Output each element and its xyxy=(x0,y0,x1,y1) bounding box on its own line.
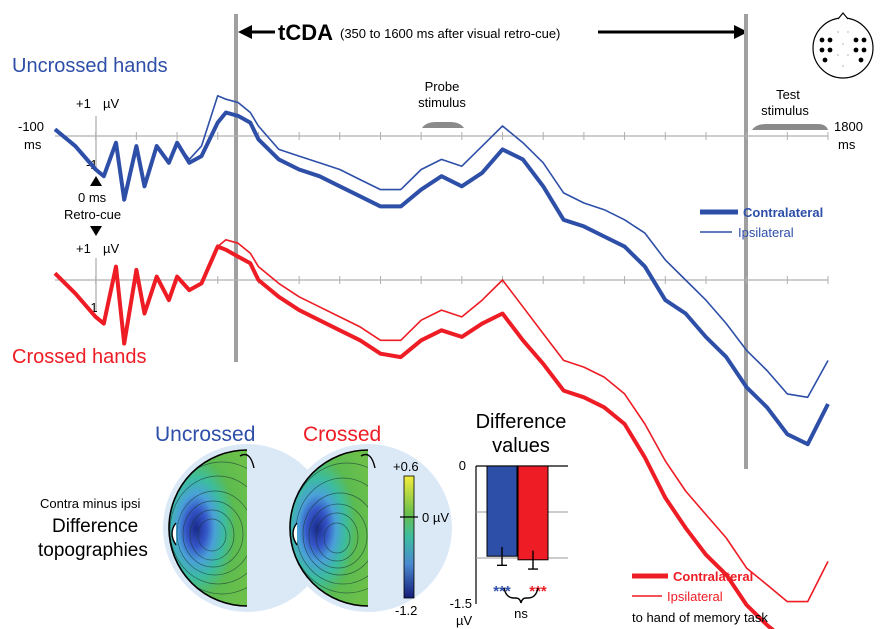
uv-minus-one-bottom: -1 xyxy=(86,300,98,315)
diff-error-uncrossed xyxy=(497,546,507,567)
uv-unit-top: µV xyxy=(103,96,119,111)
diff-tick-top: 0 xyxy=(459,458,466,473)
legend-crossed-ipsi: Ipsilateral xyxy=(667,589,723,604)
legend-uncrossed-ipsi: Ipsilateral xyxy=(738,225,794,240)
topo-label-line2: topographies xyxy=(38,540,148,561)
diff-title-1: Difference xyxy=(476,411,567,433)
topo-crossed-title: Crossed xyxy=(303,423,381,446)
zero-ms-label: 0 ms xyxy=(78,190,107,205)
diff-title-2: values xyxy=(492,435,550,457)
axis-start-value: -100 xyxy=(18,119,44,134)
axis-start-unit: ms xyxy=(24,137,42,152)
topo-uncrossed-title: Uncrossed xyxy=(155,423,255,446)
probe-stimulus-bar xyxy=(422,122,464,128)
tcda-label: tCDA xyxy=(278,20,333,45)
axis-crossed xyxy=(55,258,829,312)
legend-uncrossed-contra: Contralateral xyxy=(743,205,823,220)
uv-plus-one-top: +1 xyxy=(76,96,91,111)
scale-max: +0.6 xyxy=(393,459,419,474)
legend-crossed-contra: Contralateral xyxy=(673,569,753,584)
difference-values-chart: Difference values 0 -1.5 µV *** *** ns xyxy=(450,411,568,628)
test-label-1: Test xyxy=(776,87,800,102)
retro-cue-down-arrow xyxy=(90,226,102,236)
test-stimulus-marker xyxy=(744,14,748,469)
axis-end-value: 1800 xyxy=(834,119,863,134)
sig-uncrossed: *** xyxy=(493,583,511,600)
scale-min: -1.2 xyxy=(395,603,417,618)
tcda-start-marker xyxy=(234,14,238,362)
uv-unit-bottom: µV xyxy=(103,241,119,256)
color-scale: +0.6 0 µV -1.2 xyxy=(393,459,449,618)
tcda-bracket: tCDA (350 to 1600 ms after visual retro-… xyxy=(238,20,748,45)
ns-brace xyxy=(503,587,539,604)
scale-mid: 0 µV xyxy=(422,510,449,525)
tcda-note: (350 to 1600 ms after visual retro-cue) xyxy=(340,26,560,41)
test-stimulus-bar xyxy=(752,124,828,130)
test-label-2: stimulus xyxy=(761,103,809,118)
legend-uncrossed: Contralateral Ipsilateral xyxy=(700,205,823,240)
zero-ms-up-arrow xyxy=(90,176,102,186)
probe-label-2: stimulus xyxy=(418,95,466,110)
diff-bar-uncrossed xyxy=(486,465,518,557)
diff-bar-crossed xyxy=(517,465,549,561)
topo-small-label: Contra minus ipsi xyxy=(40,496,141,511)
diff-ylabel: µV xyxy=(456,613,472,628)
uncrossed-contralateral-line xyxy=(53,110,830,447)
crossed-ipsilateral-line xyxy=(54,239,829,603)
legend-note: to hand of memory task xyxy=(632,610,768,625)
diff-error-crossed xyxy=(528,550,538,570)
crossed-hands-label: Crossed hands xyxy=(12,346,147,368)
axis-end-unit: ms xyxy=(838,137,856,152)
diff-tick-bottom: -1.5 xyxy=(450,596,472,611)
probe-label-1: Probe xyxy=(425,79,460,94)
uncrossed-ipsilateral-line xyxy=(54,95,829,399)
legend-crossed: Contralateral Ipsilateral to hand of mem… xyxy=(632,569,768,625)
topo-map-uncrossed xyxy=(163,444,331,612)
retro-cue-label: Retro-cue xyxy=(64,207,121,222)
uv-plus-one-bottom: +1 xyxy=(76,241,91,256)
ns-label: ns xyxy=(514,606,528,621)
electrode-head-icon xyxy=(812,12,874,79)
uncrossed-hands-label: Uncrossed hands xyxy=(12,55,168,77)
topo-label-line1: Difference xyxy=(52,516,138,537)
